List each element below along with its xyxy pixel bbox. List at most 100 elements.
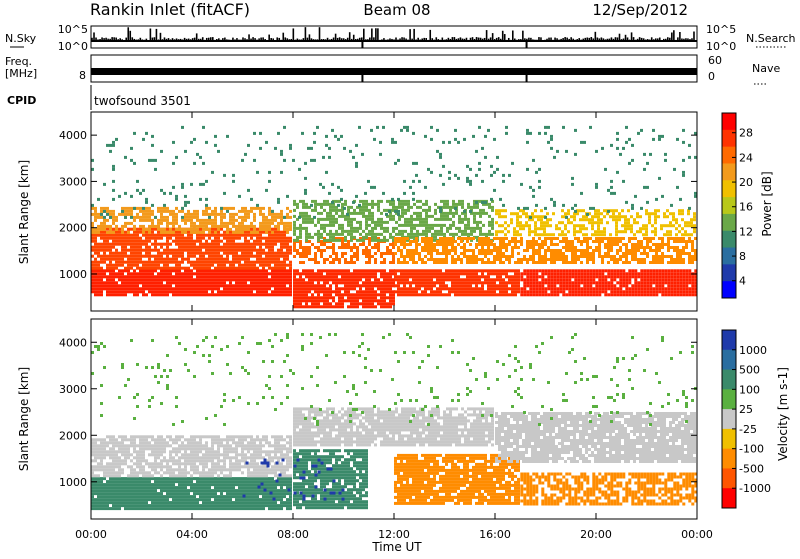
scatter-cell [646,269,649,272]
scatter-cell [211,281,214,284]
scatter-cell [223,222,226,225]
scatter-cell [365,281,368,284]
scatter-cell [661,269,664,272]
scatter-cell [329,275,332,278]
scatter-cell [157,219,160,222]
scatter-cell [496,252,499,255]
scatter-cell [97,255,100,258]
scatter-cell [253,249,256,252]
scatter-cell [672,218,675,221]
scatter-cell [256,275,259,278]
scatter-cell [622,237,625,240]
scatter-cell [499,278,502,281]
scatter-cell [271,213,274,216]
scatter-cell [374,261,377,264]
scatter-cell [466,278,469,281]
scatter-cell [151,243,154,246]
scatter-cell [184,272,187,275]
scatter-cell [493,290,496,293]
scatter-cell [293,275,296,278]
scatter-cell [365,299,368,302]
scatter-cell [403,272,406,275]
scatter-cell [523,281,526,284]
scatter-cell [326,287,329,290]
scatter-cell [353,287,356,290]
scatter-cell [166,210,169,213]
scatter-cell [424,275,427,278]
scatter-cell [247,240,250,243]
scatter-cell [595,272,598,275]
scatter-cell [415,252,418,255]
scatter-cell [416,224,419,227]
scatter-cell [202,287,205,290]
scatter-cell [250,264,253,267]
scatter-cell [181,284,184,287]
scatter-cell [268,264,271,267]
scatter-cell [241,275,244,278]
scatter-cell [571,240,574,243]
scatter-cell [519,224,522,227]
scatter-cell [621,224,624,227]
scatter-cell [187,278,190,281]
scatter-cell [130,222,133,225]
scatter-cell [467,206,470,209]
scatter-cell [302,206,305,209]
scatter-cell [329,284,332,287]
scatter-cell [418,293,421,296]
scatter-cell [481,281,484,284]
scatter-cell [205,269,208,272]
scatter-cell [615,218,618,221]
scatter-cell [353,252,356,255]
scatter-cell [247,246,250,249]
scatter-cell [481,275,484,278]
scatter-cell [94,252,97,255]
scatter-cell [326,218,329,221]
scatter-cell [271,240,274,243]
scatter-cell [670,281,673,284]
scatter-cell [466,281,469,284]
scatter-cell [544,287,547,290]
scatter-cell [600,218,603,221]
scatter-cell [166,240,169,243]
scatter-cell [154,269,157,272]
scatter-cell [350,212,353,215]
scatter-cell [169,269,172,272]
scatter-cell [642,233,645,236]
scatter-cell [598,293,601,296]
scatter-cell [196,290,199,293]
scatter-cell [409,287,412,290]
scatter-cell [424,246,427,249]
scatter-cell [532,290,535,293]
scatter-cell [157,281,160,284]
scatter-cell [187,237,190,240]
scatter-cell [640,269,643,272]
scatter-cell [473,206,476,209]
scatter-cell [305,287,308,290]
scatter-cell [148,231,151,234]
scatter-cell [280,293,283,296]
scatter-cell [646,287,649,290]
scatter-cell [604,269,607,272]
scatter-cell [160,246,163,249]
scatter-cell [380,305,383,308]
scatter-cell [344,290,347,293]
scatter-cell [271,258,274,261]
scatter-cell [259,278,262,281]
scatter-cell [109,231,112,234]
scatter-cell [371,275,374,278]
scatter-cell [199,293,202,296]
scatter-cell [356,221,359,224]
scatter-cell [362,281,365,284]
scatter-cell [211,231,214,234]
scatter-cell [523,287,526,290]
scatter-cell [262,290,265,293]
scatter-cell [133,269,136,272]
scatter-cell [181,210,184,213]
power-scatter [91,126,697,308]
scatter-cell [562,281,565,284]
scatter-cell [214,237,217,240]
scatter-cell [169,231,172,234]
scatter-cell [517,284,520,287]
scatter-cell [335,269,338,272]
scatter-cell [615,233,618,236]
